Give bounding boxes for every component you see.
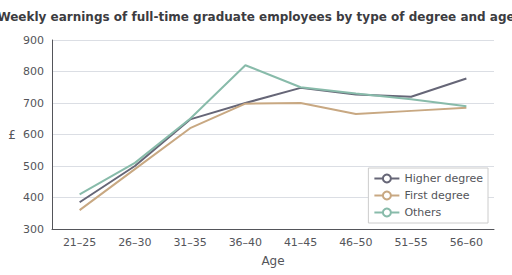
svg-text:400: 400 bbox=[23, 191, 44, 204]
svg-text:31–35: 31–35 bbox=[173, 236, 207, 249]
svg-text:Others: Others bbox=[404, 206, 441, 219]
svg-text:51–55: 51–55 bbox=[394, 236, 428, 249]
svg-text:First degree: First degree bbox=[404, 189, 469, 202]
svg-text:500: 500 bbox=[23, 160, 44, 173]
svg-text:41–45: 41–45 bbox=[284, 236, 318, 249]
svg-text:56–60: 56–60 bbox=[450, 236, 484, 249]
svg-text:800: 800 bbox=[23, 65, 44, 78]
svg-text:300: 300 bbox=[23, 223, 44, 236]
svg-text:Higher degree: Higher degree bbox=[404, 172, 483, 185]
svg-text:21–25: 21–25 bbox=[63, 236, 97, 249]
svg-text:600: 600 bbox=[23, 128, 44, 141]
svg-text:26–30: 26–30 bbox=[118, 236, 152, 249]
svg-text:900: 900 bbox=[23, 34, 44, 47]
svg-text:700: 700 bbox=[23, 97, 44, 110]
svg-text:36–40: 36–40 bbox=[229, 236, 263, 249]
svg-text:Weekly earnings of full-time g: Weekly earnings of full-time graduate em… bbox=[0, 10, 512, 24]
svg-text:£: £ bbox=[8, 128, 16, 142]
svg-text:46–50: 46–50 bbox=[339, 236, 373, 249]
svg-text:Age: Age bbox=[261, 254, 284, 268]
